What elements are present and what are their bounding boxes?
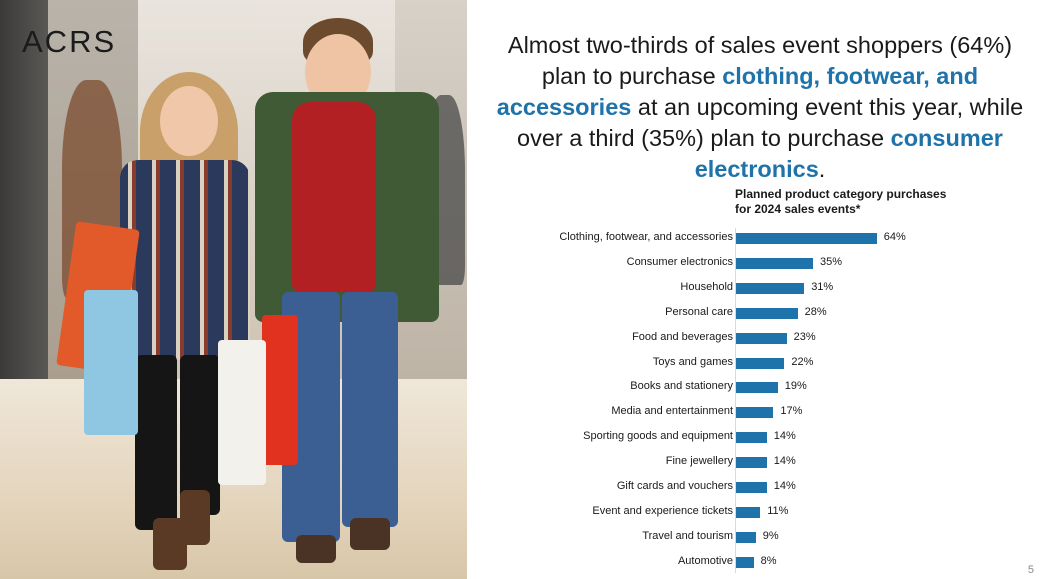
data-label: 17% bbox=[780, 405, 803, 418]
data-label: 14% bbox=[773, 455, 796, 468]
data-label: 19% bbox=[784, 380, 807, 393]
category-label: Gift cards and vouchers bbox=[616, 480, 733, 492]
chart-title-line-1: Planned product category purchases bbox=[735, 187, 947, 201]
page-number: 5 bbox=[1027, 564, 1034, 576]
chart-row: Media and entertainment 17% bbox=[520, 400, 960, 425]
bar bbox=[736, 307, 798, 319]
chart-row: Books and stationery 19% bbox=[520, 375, 960, 400]
chart-row: Toys and games 22% bbox=[520, 351, 960, 376]
chart-row: Gift cards and vouchers 14% bbox=[520, 475, 960, 500]
bar bbox=[736, 407, 774, 419]
headline-highlight-clothing: clothing, footwear, and accessories bbox=[496, 63, 979, 120]
photo-shopping-bag bbox=[262, 315, 298, 465]
category-label: Household bbox=[680, 280, 733, 293]
chart-row: Event and experience tickets 11% bbox=[520, 500, 960, 525]
chart-row: Personal care 28% bbox=[520, 301, 960, 326]
category-label: Consumer electronics bbox=[626, 255, 733, 268]
chart-row: Sporting goods and equipment 14% bbox=[520, 425, 960, 450]
category-label: Travel and tourism bbox=[642, 529, 733, 542]
category-label: Event and experience tickets bbox=[592, 504, 733, 517]
chart-title: Planned product category purchases for 2… bbox=[735, 187, 995, 217]
photo-shopping-bag bbox=[218, 340, 266, 485]
bar bbox=[736, 457, 767, 469]
photo-shopping-bag bbox=[84, 290, 138, 435]
bar bbox=[736, 531, 756, 543]
data-label: 14% bbox=[773, 430, 796, 443]
bar bbox=[736, 556, 754, 568]
bar-chart: Clothing, footwear, and accessories 64% Co… bbox=[520, 226, 960, 576]
chart-row: Food and beverages 23% bbox=[520, 326, 960, 351]
bar bbox=[736, 282, 805, 294]
chart-row: Travel and tourism 9% bbox=[520, 525, 960, 550]
chart-row: Clothing, footwear, and accessories 64% bbox=[520, 226, 960, 251]
chart-row: Consumer electronics 35% bbox=[520, 251, 960, 276]
category-label: Media and entertainment bbox=[611, 405, 733, 418]
chart-row: Household 31% bbox=[520, 276, 960, 301]
bar bbox=[736, 432, 767, 444]
headline-text: Almost two-thirds of sales event shopper… bbox=[507, 32, 1013, 89]
data-label: 64% bbox=[883, 231, 906, 243]
category-label: Sporting goods and equipment bbox=[583, 430, 733, 443]
category-label: Toys and games bbox=[652, 355, 733, 368]
hero-photo: ACRS bbox=[0, 0, 467, 579]
category-label: Books and stationery bbox=[630, 380, 733, 393]
headline-text: at an upcoming event this year, while ov… bbox=[517, 94, 1024, 151]
bar bbox=[736, 257, 813, 269]
chart-row: Fine jewellery 14% bbox=[520, 450, 960, 475]
data-label: 35% bbox=[820, 255, 843, 268]
category-label: Personal care bbox=[665, 305, 733, 318]
bar bbox=[736, 382, 778, 394]
chart-axis bbox=[735, 228, 736, 573]
data-label: 11% bbox=[767, 504, 789, 517]
headline-text: . bbox=[818, 156, 826, 182]
bar bbox=[736, 357, 785, 369]
category-label: Clothing, footwear, and accessories bbox=[559, 231, 733, 243]
chart-title-line-2: for 2024 sales events* bbox=[735, 202, 861, 216]
bar bbox=[736, 332, 787, 344]
bar bbox=[736, 482, 767, 493]
bar bbox=[736, 233, 877, 244]
category-label: Fine jewellery bbox=[665, 455, 733, 468]
data-label: 28% bbox=[804, 305, 827, 318]
bar bbox=[736, 506, 761, 518]
data-label: 14% bbox=[773, 480, 796, 492]
data-label: 9% bbox=[762, 529, 779, 542]
category-label: Food and beverages bbox=[632, 330, 733, 343]
headline-highlight-electronics: consumer electronics bbox=[694, 125, 1003, 182]
data-label: 23% bbox=[793, 330, 816, 343]
brand-logo: ACRS bbox=[22, 24, 117, 59]
chart-row: Automotive 8% bbox=[520, 550, 960, 575]
headline: Almost two-thirds of sales event shopper… bbox=[495, 30, 1025, 185]
data-label: 8% bbox=[760, 554, 777, 567]
category-label: Automotive bbox=[677, 554, 733, 567]
data-label: 31% bbox=[811, 280, 834, 293]
data-label: 22% bbox=[791, 355, 814, 368]
